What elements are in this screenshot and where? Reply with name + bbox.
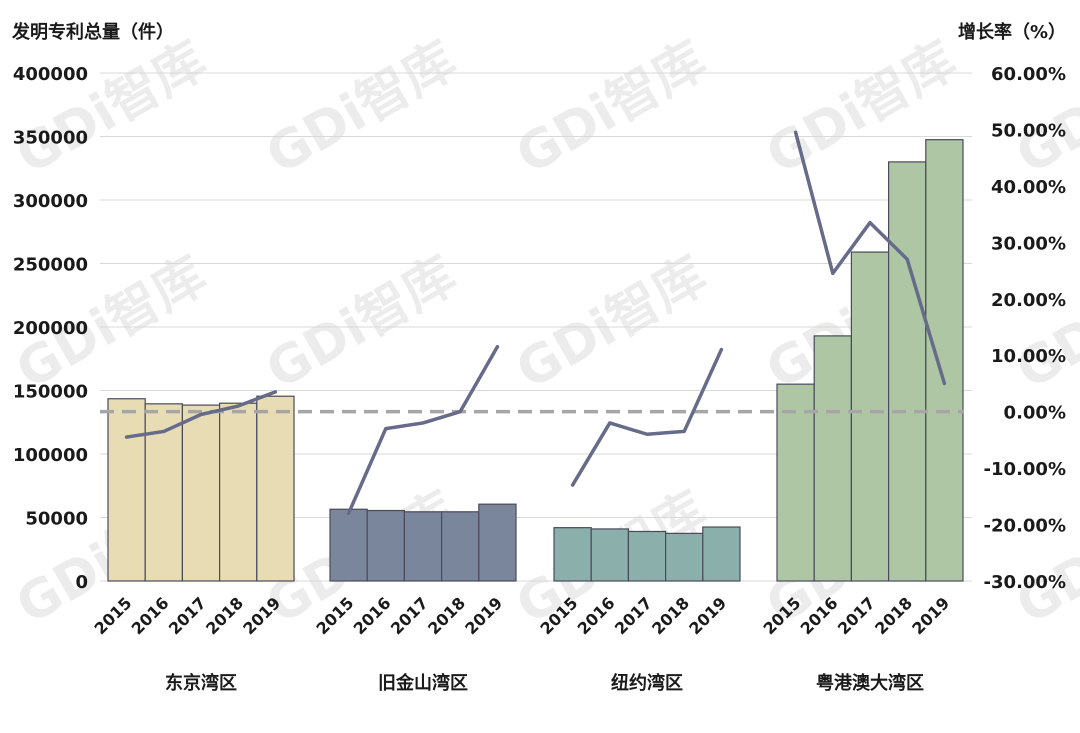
- bar: [850, 251, 890, 582]
- right-tick-label: 20.00%: [991, 290, 1066, 311]
- right-tick-label: 40.00%: [991, 177, 1066, 198]
- right-tick-label: -30.00%: [984, 572, 1066, 593]
- growth-line: [793, 130, 947, 386]
- region-labels: 东京湾区 旧金山湾区 纽约湾区 粤港澳大湾区: [165, 672, 924, 694]
- watermark-text: GDi智库: [1007, 245, 1080, 401]
- bar: [107, 398, 146, 582]
- year-tick-label: 2017: [165, 593, 210, 638]
- left-tick-label: 0: [75, 572, 88, 593]
- bar: [627, 530, 667, 582]
- bar: [329, 508, 368, 582]
- right-tick-label: -20.00%: [984, 516, 1066, 537]
- right-tick-label: -10.00%: [984, 459, 1066, 480]
- right-tick-label: 60.00%: [991, 64, 1066, 85]
- bar: [219, 402, 258, 582]
- bar: [478, 503, 517, 582]
- left-tick-label: 50000: [25, 509, 88, 530]
- bar: [403, 511, 443, 582]
- year-tick-label: 2018: [424, 593, 469, 638]
- left-tick-label: 300000: [13, 191, 88, 212]
- bar: [366, 509, 406, 582]
- bar: [256, 395, 295, 582]
- bar: [776, 383, 815, 582]
- growth-line: [346, 345, 500, 516]
- watermark-text: GDi智库: [257, 30, 467, 186]
- right-tick-label: 0.00%: [1004, 403, 1066, 424]
- year-tick-label: 2018: [202, 593, 247, 638]
- region-label: 粤港澳大湾区: [816, 672, 924, 694]
- left-tick-label: 350000: [13, 128, 88, 149]
- watermark-text: GDi智库: [257, 245, 467, 401]
- year-tick-label: 2018: [648, 593, 693, 638]
- year-tick-label: 2019: [461, 593, 506, 638]
- right-axis-title: 增长率（%）: [958, 21, 1066, 43]
- left-tick-label: 200000: [13, 318, 88, 339]
- watermark-text: GDi智库: [1007, 30, 1080, 186]
- watermark-text: GDi智库: [507, 30, 717, 186]
- year-tick-label: 2017: [387, 593, 432, 638]
- year-tick-label: 2019: [908, 593, 953, 638]
- bar: [813, 335, 853, 582]
- left-tick-label: 150000: [13, 382, 88, 403]
- year-tick-label: 2019: [685, 593, 730, 638]
- year-tick-label: 2016: [350, 593, 395, 638]
- right-tick-label: 50.00%: [991, 120, 1066, 141]
- watermark-text: GDi智库: [507, 245, 717, 401]
- growth-line: [570, 347, 724, 487]
- bar: [925, 139, 964, 582]
- bar: [887, 161, 927, 582]
- watermark-text: GDi智库: [7, 30, 217, 186]
- right-tick-label: 30.00%: [991, 233, 1066, 254]
- right-tick-label: 10.00%: [991, 346, 1066, 367]
- bar: [441, 511, 480, 582]
- region-label: 东京湾区: [165, 672, 237, 694]
- region-label: 纽约湾区: [611, 672, 683, 694]
- bar: [181, 404, 221, 582]
- growth-lines: [124, 130, 947, 516]
- year-tick-label: 2016: [128, 593, 173, 638]
- watermark-text: GDi智库: [1007, 480, 1080, 636]
- bars: [107, 139, 964, 582]
- bar: [553, 527, 592, 582]
- year-tick-label: 2017: [611, 593, 656, 638]
- year-tick-label: 2018: [871, 593, 916, 638]
- left-axis-ticks: 400000 350000 300000 250000 200000 150000 1000…: [13, 64, 88, 593]
- growth-line: [124, 390, 278, 439]
- bar: [590, 528, 630, 582]
- bar: [664, 532, 704, 582]
- left-tick-label: 400000: [13, 64, 88, 85]
- bar: [702, 526, 741, 582]
- right-axis-ticks: 60.00% 50.00% 40.00% 30.00% 20.00% 10.00% 0.00…: [984, 64, 1066, 593]
- left-tick-label: 100000: [13, 445, 88, 466]
- left-axis-title: 发明专利总量（件）: [11, 21, 174, 43]
- left-tick-label: 250000: [13, 255, 88, 276]
- region-label: 旧金山湾区: [378, 672, 468, 694]
